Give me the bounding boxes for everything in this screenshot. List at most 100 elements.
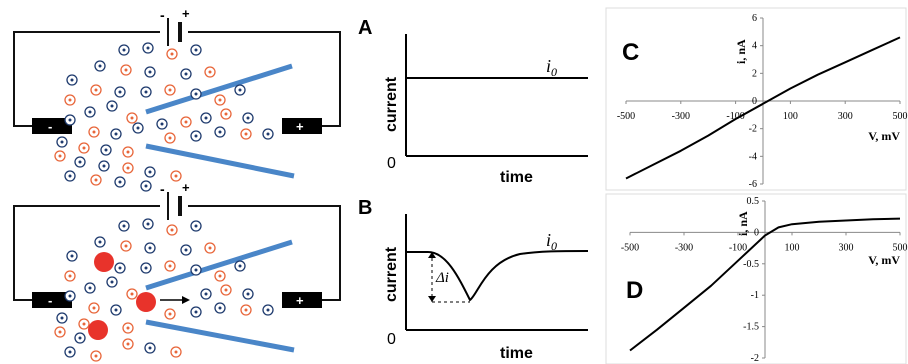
electrode-plus: + (282, 292, 322, 308)
nanopore-walls-bottom (145, 239, 295, 353)
cation-icon (126, 112, 138, 124)
panel-label-c: C (622, 39, 639, 66)
series-line (625, 36, 901, 180)
anion-icon (200, 112, 212, 124)
anion-icon (110, 304, 122, 316)
cation-icon (90, 174, 102, 186)
x-tick-label: 300 (838, 111, 853, 122)
panel-a: A current time 0 i0 (358, 17, 588, 186)
cation-icon (90, 84, 102, 96)
cation-icon (78, 142, 90, 154)
anion-icon (190, 44, 202, 56)
x-tick-label: 100 (785, 242, 800, 253)
anion-icon (66, 74, 78, 86)
ylabel-b: current (383, 246, 400, 302)
cation-icon (164, 132, 176, 144)
anion-icon (180, 68, 192, 80)
panel-label-b: B (358, 197, 372, 219)
y-tick-label: -0.5 (743, 259, 759, 270)
cation-icon (214, 270, 226, 282)
x-tick-label: -500 (617, 111, 635, 122)
y-axis-label: i, nA (734, 39, 748, 64)
cation-icon (88, 126, 100, 138)
y-tick-label: -4 (749, 151, 757, 162)
anion-icon (144, 342, 156, 354)
anion-icon (190, 264, 202, 276)
origin-a: 0 (387, 155, 396, 172)
x-tick-label: -100 (729, 242, 747, 253)
cation-icon (122, 162, 134, 174)
anion-icon (214, 302, 226, 314)
x-tick-label: 500 (893, 111, 908, 122)
cation-icon (240, 304, 252, 316)
delta-arrow-up (428, 252, 436, 258)
panel-frame-d (605, 193, 907, 364)
electrode-minus: - (32, 292, 72, 308)
battery-icon (167, 192, 182, 220)
series-line (629, 217, 901, 352)
anion-icon (140, 180, 152, 192)
battery-icon (167, 18, 182, 46)
arrow-icon (160, 296, 190, 304)
cation-icon (122, 322, 134, 334)
trace-label-b: i0 (546, 230, 557, 253)
electrode-plus: + (282, 118, 322, 134)
ions-bottom (54, 218, 274, 362)
trace-b (406, 250, 589, 302)
cation-icon (214, 94, 226, 106)
x-tick-label: -500 (621, 242, 639, 253)
anion-icon (64, 290, 76, 302)
x-tick-label: 100 (783, 111, 798, 122)
anion-icon (262, 304, 274, 316)
anion-icon (100, 144, 112, 156)
anion-icon (84, 282, 96, 294)
delta-label: Δi (435, 270, 449, 286)
particles (88, 252, 156, 340)
origin-b: 0 (387, 331, 396, 348)
cation-icon (164, 260, 176, 272)
cation-icon (120, 240, 132, 252)
cation-icon (54, 326, 66, 338)
battery-plus-label: + (182, 180, 190, 195)
anion-icon (66, 250, 78, 262)
cation-icon (164, 308, 176, 320)
anion-icon (56, 312, 68, 324)
panel-frame-c (605, 7, 907, 191)
electrode-plus-label: + (296, 119, 304, 134)
anion-icon (114, 262, 126, 274)
cation-icon (220, 108, 232, 120)
electrode-minus-label: - (48, 119, 52, 134)
cation-icon (78, 318, 90, 330)
anion-icon (74, 332, 86, 344)
anion-icon (64, 114, 76, 126)
anion-icon (56, 136, 68, 148)
y-tick-label: -2 (751, 353, 759, 364)
x-axis-label: V, mV (868, 253, 900, 267)
anion-icon (190, 306, 202, 318)
x-axis-label: V, mV (868, 129, 900, 143)
anion-icon (140, 262, 152, 274)
panel-label-d: D (626, 277, 643, 304)
x-tick-label: 300 (839, 242, 854, 253)
electrode-plus-label: + (296, 293, 304, 308)
anion-icon (180, 244, 192, 256)
anion-icon (190, 88, 202, 100)
anion-icon (118, 44, 130, 56)
anion-icon (110, 128, 122, 140)
anion-icon (94, 236, 106, 248)
schematic-top: - + - + (13, 6, 341, 192)
cation-icon (126, 288, 138, 300)
particle-icon (94, 252, 114, 272)
anion-icon (98, 160, 110, 172)
anion-icon (64, 346, 76, 358)
anion-icon (190, 130, 202, 142)
anion-icon (142, 42, 154, 54)
anion-icon (140, 86, 152, 98)
schematic-bottom: - + - + (13, 180, 341, 362)
xlabel-a: time (500, 169, 533, 186)
anion-icon (242, 288, 254, 300)
y-tick-label: -2 (749, 124, 757, 135)
cation-icon (204, 242, 216, 254)
y-tick-label: 0.5 (747, 196, 760, 207)
